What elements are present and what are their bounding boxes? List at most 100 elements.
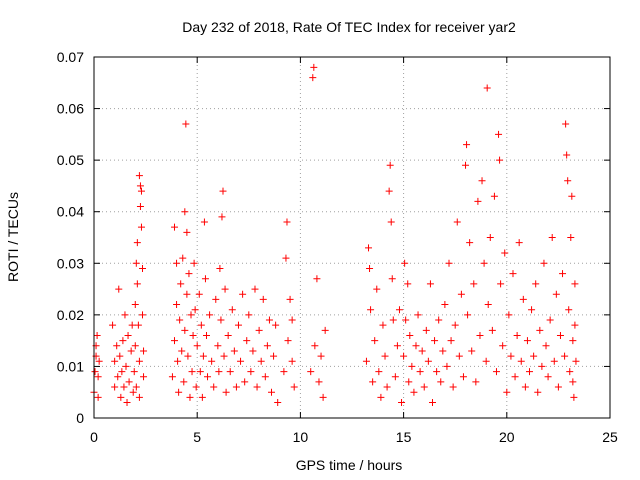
x-tick-label: 25	[602, 429, 618, 445]
data-point	[319, 393, 327, 401]
data-point	[119, 337, 127, 345]
data-point	[128, 321, 136, 329]
data-point	[367, 306, 375, 314]
data-point	[496, 156, 504, 164]
data-point	[199, 352, 207, 360]
data-point	[483, 84, 491, 92]
data-point	[206, 311, 214, 319]
data-point	[501, 249, 509, 257]
data-point	[290, 383, 298, 391]
data-point	[528, 306, 536, 314]
data-point	[180, 378, 188, 386]
data-point	[198, 393, 206, 401]
x-tick-label: 5	[193, 429, 201, 445]
data-point	[219, 187, 227, 195]
data-point	[94, 393, 102, 401]
data-point	[245, 311, 253, 319]
data-point	[170, 337, 178, 345]
y-tick-label: 0.06	[57, 101, 84, 117]
data-point	[272, 321, 280, 329]
data-point	[201, 275, 209, 283]
data-point	[93, 331, 101, 339]
data-point	[439, 347, 447, 355]
data-point	[554, 383, 562, 391]
data-point	[237, 357, 245, 365]
data-point	[393, 342, 401, 350]
y-tick-label: 0.03	[57, 255, 84, 271]
data-point	[515, 239, 523, 247]
data-point	[282, 254, 290, 262]
data-point	[381, 352, 389, 360]
data-point	[422, 326, 430, 334]
data-point	[234, 321, 242, 329]
data-point	[564, 177, 572, 185]
data-point	[550, 357, 558, 365]
data-point	[255, 326, 263, 334]
data-point	[571, 321, 579, 329]
data-point	[204, 373, 212, 381]
data-point	[395, 306, 403, 314]
data-point	[220, 352, 228, 360]
data-point	[404, 280, 412, 288]
data-point	[497, 280, 505, 288]
data-point	[123, 399, 131, 407]
data-point	[315, 378, 323, 386]
data-point	[536, 326, 544, 334]
data-point	[486, 234, 494, 241]
data-point	[212, 295, 220, 303]
data-point	[405, 378, 413, 386]
data-point	[507, 352, 515, 360]
x-tick-label: 0	[90, 429, 98, 445]
data-point	[462, 161, 470, 169]
data-point	[168, 373, 176, 381]
data-point	[280, 368, 288, 376]
data-point	[391, 373, 399, 381]
data-point	[135, 393, 143, 401]
axis-ticks: 0 5 10 15 20 25 0 0.01 0.02 0.03 0.04 0.05 0.06 0.07	[57, 49, 618, 445]
data-point	[137, 187, 145, 195]
data-point	[521, 383, 529, 391]
data-point	[283, 218, 291, 226]
data-point	[310, 63, 318, 71]
grid-lines	[94, 57, 610, 418]
data-point	[513, 331, 521, 339]
data-point	[129, 388, 137, 396]
data-point	[532, 280, 540, 288]
data-point	[121, 311, 129, 319]
data-point	[383, 383, 391, 391]
data-point	[179, 254, 187, 262]
data-point	[389, 316, 397, 324]
data-point	[410, 388, 418, 396]
data-point	[139, 311, 147, 319]
x-tick-label: 15	[396, 429, 412, 445]
data-point	[247, 368, 255, 376]
data-point	[476, 331, 484, 339]
data-point	[187, 311, 195, 319]
data-point	[526, 368, 534, 376]
data-point	[131, 342, 139, 350]
data-point	[134, 321, 142, 329]
data-point	[184, 352, 192, 360]
data-point	[490, 192, 498, 200]
data-point	[369, 378, 377, 386]
data-point	[472, 378, 480, 386]
data-point	[373, 285, 381, 293]
y-tick-label: 0.01	[57, 358, 84, 374]
data-point	[117, 393, 125, 401]
data-point	[565, 306, 573, 314]
data-point	[118, 368, 126, 376]
data-point	[177, 280, 185, 288]
data-point	[135, 357, 143, 365]
data-point	[170, 223, 178, 231]
data-point	[468, 347, 476, 355]
data-point	[478, 177, 486, 185]
data-point	[251, 285, 259, 293]
data-point	[243, 337, 251, 345]
data-point	[133, 280, 141, 288]
data-point	[113, 342, 121, 350]
data-point	[186, 393, 194, 401]
data-point	[321, 326, 329, 334]
data-point	[503, 388, 511, 396]
data-point	[193, 342, 201, 350]
